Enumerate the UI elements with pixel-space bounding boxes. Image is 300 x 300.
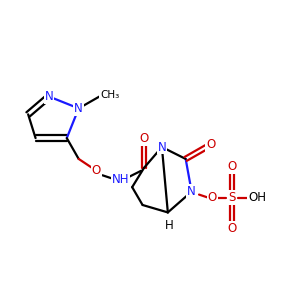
Text: O: O: [208, 191, 217, 204]
Text: O: O: [227, 222, 236, 235]
Text: CH₃: CH₃: [100, 90, 119, 100]
Text: S: S: [228, 191, 236, 204]
Text: O: O: [92, 164, 101, 177]
Text: H: H: [165, 219, 174, 232]
Text: O: O: [140, 132, 149, 145]
Text: N: N: [187, 185, 196, 198]
Text: O: O: [206, 138, 216, 151]
Text: OH: OH: [248, 191, 266, 204]
Text: N: N: [74, 102, 83, 115]
Text: N: N: [158, 140, 166, 154]
Text: N: N: [45, 90, 53, 103]
Text: NH: NH: [112, 173, 129, 186]
Text: O: O: [227, 160, 236, 173]
